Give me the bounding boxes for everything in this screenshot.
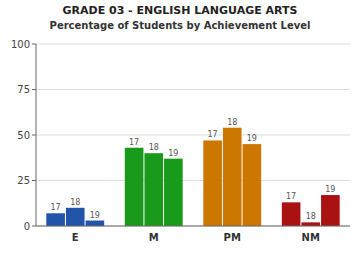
y-tick-label: 0 (24, 221, 30, 232)
grid-line (36, 180, 350, 181)
series-label: 19 (325, 185, 335, 194)
chart-svg: GRADE 03 - ENGLISH LANGUAGE ARTS Percenta… (0, 0, 360, 260)
bars (46, 128, 339, 226)
series-label: 19 (168, 149, 178, 158)
y-tick (32, 89, 36, 90)
series-label: 18 (227, 118, 237, 127)
x-tick-label: E (72, 232, 79, 243)
bar (223, 128, 242, 226)
title: GRADE 03 - ENGLISH LANGUAGE ARTS (63, 4, 298, 17)
chart-container: GRADE 03 - ENGLISH LANGUAGE ARTS Percenta… (0, 0, 360, 260)
y-tick-label: 100 (11, 39, 30, 50)
bar (144, 153, 163, 226)
y-tick-label: 50 (17, 130, 30, 141)
bar (46, 213, 65, 226)
bar-labels: 17 17 17 17 18 18 18 18 19 19 19 19 (51, 118, 336, 222)
series-label: 19 (247, 134, 257, 143)
bar (282, 202, 301, 226)
y-axis (36, 44, 37, 226)
y-tick-label: 25 (17, 175, 30, 186)
grid-line (36, 226, 350, 227)
bar (243, 144, 262, 226)
series-label: 17 (51, 203, 61, 212)
y-tick (32, 180, 36, 181)
x-tick-label: M (149, 232, 159, 243)
grid-line (36, 135, 350, 136)
bar (301, 222, 320, 226)
bar (125, 148, 144, 226)
bar (164, 159, 183, 226)
series-label: 18 (149, 143, 159, 152)
bar (203, 140, 222, 226)
bar (321, 195, 340, 226)
x-tick-label: NM (302, 232, 320, 243)
bar (86, 221, 105, 226)
series-label: 18 (306, 212, 316, 221)
series-label: 17 (286, 192, 296, 201)
x-tick-label: PM (224, 232, 241, 243)
series-label: 18 (70, 198, 80, 207)
grid-line (36, 44, 350, 45)
y-tick (32, 226, 36, 227)
x-axis (36, 226, 350, 227)
y-tick-label: 75 (17, 84, 30, 95)
series-label: 17 (129, 138, 139, 147)
series-label: 19 (90, 211, 100, 220)
subtitle: Percentage of Students by Achievement Le… (50, 20, 311, 31)
y-tick (32, 135, 36, 136)
y-tick (32, 44, 36, 45)
series-label: 17 (208, 130, 218, 139)
bar (66, 208, 85, 226)
grid-line (36, 89, 350, 90)
